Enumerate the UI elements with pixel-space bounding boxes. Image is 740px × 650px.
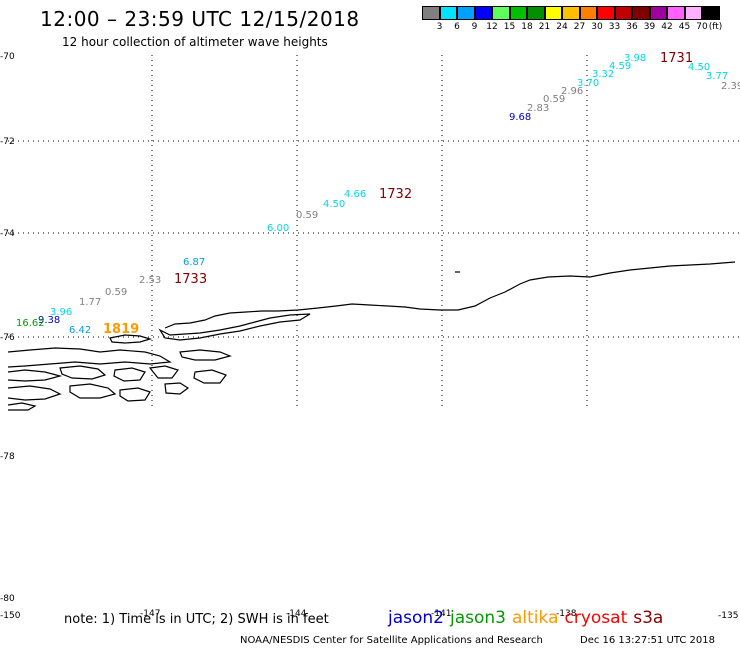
wave-height-value: 3.32: [592, 69, 614, 80]
lat-label: -76: [0, 333, 15, 343]
satellite-legend-item: cryosat: [564, 608, 628, 628]
lat-label: -72: [0, 137, 15, 147]
lat-label: -70: [0, 52, 15, 62]
lat-label: -74: [0, 229, 15, 239]
timestamp: Dec 16 13:27:51 UTC 2018: [580, 635, 715, 646]
colorbar-label: 27: [573, 22, 586, 32]
grid-lines: [8, 55, 740, 408]
satellite-legend-item: jason3: [450, 608, 506, 628]
satellite-legend-item: altika: [512, 608, 559, 628]
wave-height-value: 3.96: [50, 307, 72, 318]
colorbar-swatch: [579, 6, 597, 20]
colorbar-label: 45: [678, 22, 691, 32]
colorbar-swatch: [632, 6, 650, 20]
colorbar-label: 39: [643, 22, 656, 32]
colorbar-swatch: [474, 6, 492, 20]
colorbar-label: 42: [661, 22, 673, 32]
lon-label: -138: [556, 609, 577, 619]
wave-height-value: 3.70: [577, 78, 599, 89]
colorbar-swatch: [439, 6, 457, 20]
colorbar-swatch: [527, 6, 545, 20]
wave-height-marks: 3.984.593.323.702.960.592.839.6817314.50…: [16, 51, 740, 337]
wave-height-value: 0.59: [543, 94, 565, 105]
footnote: note: 1) Time is in UTC; 2) SWH is in fe…: [64, 612, 329, 627]
wave-height-value: 4.50: [323, 199, 345, 210]
colorbar-label: 3: [436, 22, 443, 32]
lon-label: -150: [0, 611, 21, 621]
satellite-legend-item: jason2: [388, 608, 444, 628]
colorbar-swatch: [562, 6, 580, 20]
colorbar-swatch: [422, 6, 440, 20]
lon-label: -135: [718, 611, 738, 621]
colorbar-labels: 3 6 9 12 15 18 21 24 27 30 33 36 39 42 45 70 (ft): [422, 22, 740, 34]
coastline: [7, 261, 736, 411]
colorbar-swatch: [667, 6, 685, 20]
wave-height-value: 9.38: [38, 315, 60, 326]
colorbar-swatch: [684, 6, 702, 20]
colorbar-swatch: [492, 6, 510, 20]
wave-height-value: 6.00: [267, 223, 289, 234]
map-title: 12:00 – 23:59 UTC 12/15/2018: [40, 7, 360, 31]
colorbar-label: 6: [454, 22, 460, 32]
wave-height-value: 6.42: [69, 325, 91, 336]
colorbar-swatch: [457, 6, 475, 20]
pass-time-label: 1731: [660, 51, 693, 66]
colorbar-swatch: [649, 6, 667, 20]
wave-height-value: 16.62: [16, 318, 45, 329]
pass-time-label: 1733: [174, 272, 207, 287]
colorbar-label: 9: [471, 22, 478, 32]
colorbar-label: 30: [591, 22, 603, 32]
credit-line: NOAA/NESDIS Center for Satellite Applica…: [240, 635, 543, 646]
satellite-legend: jason2 jason3 altika cryosat s3a: [388, 608, 669, 628]
wave-height-colorbar: [422, 6, 720, 20]
colorbar-label: 18: [521, 22, 533, 32]
colorbar-label: 21: [538, 22, 551, 32]
lon-label: -147: [140, 609, 160, 619]
pass-time-label: 1732: [379, 187, 412, 202]
wave-height-value: 3.77: [706, 71, 728, 82]
lon-label: -144: [286, 609, 307, 619]
wave-height-value: 2.39: [721, 81, 740, 92]
wave-height-value: 0.59: [105, 287, 127, 298]
axis-labels: -70 -72 -74 -76 -78 -80 -150 -147 -144 -…: [0, 52, 738, 621]
colorbar-swatch: [597, 6, 615, 20]
wave-height-value: 4.66: [344, 189, 366, 200]
colorbar-label: 70: [696, 22, 708, 32]
wave-height-value: 4.59: [609, 61, 631, 72]
wave-height-value: 9.68: [509, 112, 531, 123]
colorbar-swatch: [614, 6, 632, 20]
colorbar-swatch: [702, 6, 720, 20]
lat-label: -78: [0, 452, 15, 462]
colorbar-label: 33: [608, 22, 621, 32]
colorbar-label: 15: [503, 22, 516, 32]
colorbar-label: 12: [486, 22, 498, 32]
pass-time-label: 1819: [103, 322, 139, 337]
wave-height-value: 0.59: [296, 210, 318, 221]
wave-height-value: 2.83: [527, 103, 549, 114]
colorbar-label: (ft): [708, 22, 723, 32]
wave-height-value: 2.96: [561, 86, 583, 97]
colorbar-swatch: [509, 6, 527, 20]
colorbar-swatch: [544, 6, 562, 20]
map-subtitle: 12 hour collection of altimeter wave hei…: [62, 35, 328, 49]
colorbar-label: 24: [556, 22, 568, 32]
wave-height-value: 4.50: [688, 62, 710, 73]
colorbar-label: 36: [626, 22, 638, 32]
wave-height-value: 2.53: [139, 275, 161, 286]
wave-height-value: 1.77: [79, 297, 101, 308]
lon-label: -141: [431, 609, 451, 619]
lat-label: -80: [0, 594, 15, 604]
satellite-legend-item: s3a: [633, 608, 664, 628]
wave-height-value: 3.98: [624, 53, 646, 64]
wave-height-value: 6.87: [183, 257, 205, 268]
